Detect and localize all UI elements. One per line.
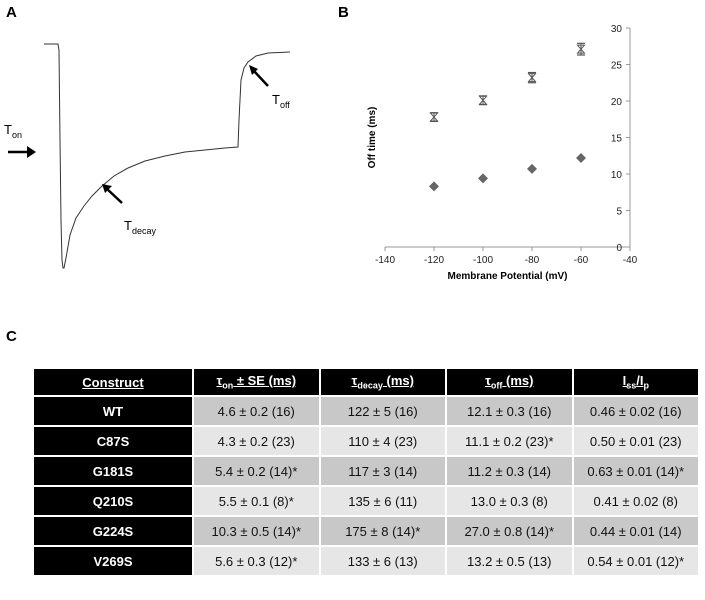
y-axis-label: Off time (ms) [367, 107, 378, 169]
x-tick-label: -120 [424, 255, 444, 266]
x-axis-label: Membrane Potential (mV) [447, 271, 567, 282]
tau-on-cell: 5.6 ± 0.3 (12)* [194, 547, 319, 575]
iss-ip-cell: 0.41 ± 0.02 (8) [573, 487, 698, 515]
kinetics-table: Construct τon ± SE (ms) τdecay (ms) τoff… [32, 367, 700, 577]
y-tick-label: 20 [611, 97, 623, 108]
table-row: G224S 10.3 ± 0.5 (14)* 175 ± 8 (14)* 27.… [34, 517, 698, 545]
x-tick-label: -80 [525, 255, 540, 266]
y-tick-label: 15 [611, 134, 623, 145]
tau-decay-cell: 175 ± 8 (14)* [320, 517, 445, 545]
off-time-point-diamond [478, 173, 488, 184]
table-row: V269S 5.6 ± 0.3 (12)* 133 ± 6 (13) 13.2 … [34, 547, 698, 575]
construct-cell: G181S [34, 457, 192, 485]
header-tau-on: τon ± SE (ms) [194, 369, 319, 395]
tau-off-cell: 12.1 ± 0.3 (16) [447, 397, 572, 425]
iss-ip-cell: 0.63 ± 0.01 (14)* [573, 457, 698, 485]
iss-ip-cell: 0.54 ± 0.01 (12)* [573, 547, 698, 575]
tau-on-cell: 5.5 ± 0.1 (8)* [194, 487, 319, 515]
y-tick-label: 0 [616, 243, 622, 254]
tau-on-cell: 4.6 ± 0.2 (16) [194, 397, 319, 425]
chart-axes: -140 -120 -100 -80 -60 -400 5 10 15 20 25 30 [375, 24, 638, 266]
construct-cell: WT [34, 397, 192, 425]
iss-ip-cell: 0.46 ± 0.02 (16) [573, 397, 698, 425]
tau-decay-cell: 133 ± 6 (13) [320, 547, 445, 575]
t-off-arrow-icon [249, 65, 269, 87]
tau-off-cell: 11.1 ± 0.2 (23)* [447, 427, 572, 455]
iss-ip-cell: 0.50 ± 0.01 (23) [573, 427, 698, 455]
table-row: G181S 5.4 ± 0.2 (14)* 117 ± 3 (14) 11.2 … [34, 457, 698, 485]
header-tau-off: τoff (ms) [447, 369, 572, 395]
current-trace-figure: Ton Tdecay Toff [4, 43, 291, 269]
off-time-point-open [576, 42, 586, 56]
tau-on-cell: 10.3 ± 0.5 (14)* [194, 517, 319, 545]
table-row: C87S 4.3 ± 0.2 (23) 110 ± 4 (23) 11.1 ± … [34, 427, 698, 455]
off-time-point-open [478, 95, 488, 106]
construct-cell: Q210S [34, 487, 192, 515]
off-time-chart: -140 -120 -100 -80 -60 -400 5 10 15 20 25 30 Membra… [367, 24, 638, 282]
tau-decay-cell: 110 ± 4 (23) [320, 427, 445, 455]
construct-cell: C87S [34, 427, 192, 455]
chart-marks [429, 42, 586, 192]
table-row: Q210S 5.5 ± 0.1 (8)* 135 ± 6 (11) 13.0 ±… [34, 487, 698, 515]
t-decay-label: Tdecay [124, 218, 156, 236]
off-time-point-open [527, 71, 537, 84]
t-on-arrow-icon [8, 146, 36, 158]
tau-off-cell: 13.2 ± 0.5 (13) [447, 547, 572, 575]
t-off-label: Toff [272, 92, 290, 110]
tau-off-cell: 11.2 ± 0.3 (14) [447, 457, 572, 485]
x-tick-label: -100 [473, 255, 493, 266]
tau-decay-cell: 135 ± 6 (11) [320, 487, 445, 515]
header-iss-ip: Iss/Ip [573, 369, 698, 395]
t-decay-arrow-icon [102, 184, 123, 204]
construct-cell: V269S [34, 547, 192, 575]
panel-letter-c: C [6, 328, 17, 345]
y-tick-label: 30 [611, 24, 623, 35]
tau-decay-cell: 117 ± 3 (14) [320, 457, 445, 485]
off-time-point-diamond [429, 181, 439, 192]
y-tick-label: 5 [616, 207, 622, 218]
x-tick-label: -60 [574, 255, 589, 266]
panel-letter-b: B [338, 4, 349, 21]
y-tick-label: 25 [611, 61, 623, 72]
y-tick-label: 10 [611, 170, 623, 181]
off-time-point-diamond [576, 152, 586, 163]
tau-decay-cell: 122 ± 5 (16) [320, 397, 445, 425]
off-time-point-open [429, 112, 439, 123]
off-time-point-diamond [527, 163, 537, 174]
tau-on-cell: 5.4 ± 0.2 (14)* [194, 457, 319, 485]
panel-letter-a: A [6, 4, 17, 21]
construct-cell: G224S [34, 517, 192, 545]
tau-on-cell: 4.3 ± 0.2 (23) [194, 427, 319, 455]
t-on-label: Ton [4, 122, 22, 140]
header-construct: Construct [34, 369, 192, 395]
tau-off-cell: 27.0 ± 0.8 (14)* [447, 517, 572, 545]
tau-off-cell: 13.0 ± 0.3 (8) [447, 487, 572, 515]
x-tick-label: -140 [375, 255, 395, 266]
table-row: WT 4.6 ± 0.2 (16) 122 ± 5 (16) 12.1 ± 0.… [34, 397, 698, 425]
table-header-row: Construct τon ± SE (ms) τdecay (ms) τoff… [34, 369, 698, 395]
current-trace-line [44, 43, 291, 269]
iss-ip-cell: 0.44 ± 0.01 (14) [573, 517, 698, 545]
header-tau-decay: τdecay (ms) [320, 369, 445, 395]
x-tick-label: -40 [623, 255, 638, 266]
